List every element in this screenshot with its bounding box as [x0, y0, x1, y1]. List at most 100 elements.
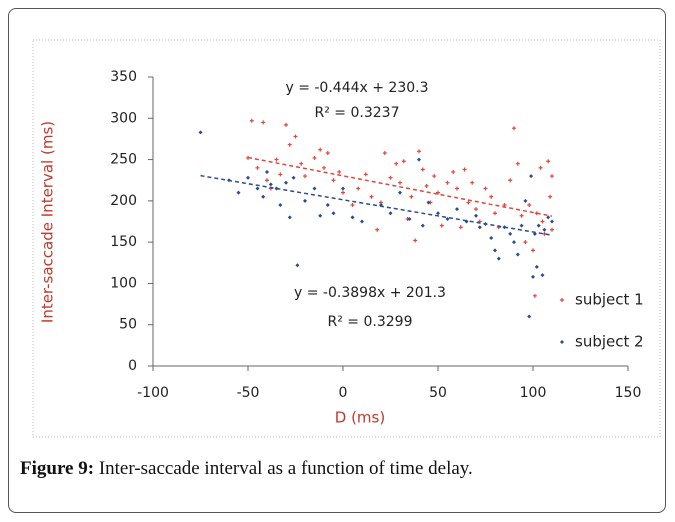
- point: [407, 217, 412, 222]
- caption-text: Inter-saccade interval as a function of …: [98, 458, 473, 479]
- point: [293, 134, 298, 139]
- point: [318, 213, 323, 218]
- point: [331, 178, 336, 183]
- y-tick-label: 300: [110, 110, 137, 126]
- point: [413, 238, 418, 243]
- point: [255, 165, 260, 170]
- point: [360, 219, 364, 224]
- point: [236, 190, 241, 195]
- y-tick-label: 200: [110, 193, 137, 209]
- y-tick-label: 350: [110, 69, 137, 85]
- point: [278, 172, 283, 177]
- point: [532, 293, 537, 298]
- point: [538, 165, 543, 170]
- point: [466, 200, 471, 205]
- point: [198, 130, 203, 135]
- x-tick-label: 150: [615, 385, 642, 401]
- point: [249, 118, 254, 123]
- legend-label: subject 2: [575, 333, 644, 351]
- point: [529, 174, 534, 179]
- point: [409, 194, 414, 199]
- point: [493, 211, 497, 216]
- point: [455, 207, 459, 212]
- point: [474, 207, 478, 212]
- legend-marker: [560, 298, 564, 302]
- point: [477, 225, 482, 230]
- point: [278, 202, 283, 207]
- point: [388, 211, 393, 216]
- point: [546, 215, 551, 220]
- point: [341, 190, 345, 195]
- point: [519, 223, 524, 228]
- point: [341, 186, 345, 191]
- trend-equation: y = -0.444x + 230.3: [285, 80, 428, 96]
- point: [474, 213, 478, 218]
- point: [369, 194, 374, 199]
- y-tick-label: 0: [128, 358, 137, 374]
- y-tick-label: 50: [119, 317, 137, 333]
- point: [445, 180, 450, 185]
- point: [350, 202, 355, 207]
- point: [515, 252, 520, 257]
- point: [299, 161, 304, 166]
- point: [455, 186, 459, 191]
- point: [274, 157, 279, 162]
- point: [325, 202, 330, 207]
- point: [445, 217, 450, 222]
- point: [303, 198, 307, 203]
- point: [508, 178, 513, 183]
- point: [398, 190, 402, 195]
- point: [540, 273, 545, 278]
- point: [542, 227, 547, 232]
- chart-border: [32, 39, 661, 438]
- point: [426, 200, 431, 205]
- legend-marker: [560, 340, 564, 344]
- point: [325, 150, 330, 155]
- r-squared: R² = 0.3299: [328, 314, 413, 330]
- point: [527, 202, 532, 207]
- caption-label: Figure 9:: [20, 458, 95, 479]
- point: [312, 186, 317, 191]
- point: [508, 231, 513, 236]
- point: [512, 240, 516, 245]
- x-tick-label: 0: [339, 385, 348, 401]
- point: [550, 219, 554, 224]
- point: [312, 155, 317, 160]
- point: [424, 183, 429, 188]
- point: [303, 174, 307, 179]
- point: [546, 159, 551, 164]
- point: [436, 190, 440, 195]
- r-squared: R² = 0.3237: [315, 105, 400, 121]
- point: [496, 256, 501, 261]
- point: [363, 172, 368, 177]
- trendline: [200, 174, 553, 236]
- point: [394, 161, 399, 166]
- point: [458, 225, 463, 230]
- point: [388, 175, 393, 180]
- y-tick-label: 100: [110, 275, 137, 291]
- trendline: [247, 156, 553, 217]
- point: [420, 223, 425, 228]
- point: [515, 161, 520, 166]
- point: [401, 159, 406, 164]
- point: [550, 227, 554, 232]
- point: [536, 223, 541, 228]
- trend-equation: y = -0.3898x + 201.3: [294, 285, 446, 301]
- point: [356, 186, 361, 191]
- x-axis-title: D (ms): [335, 409, 385, 427]
- point: [489, 194, 494, 199]
- point: [527, 314, 532, 319]
- point: [531, 248, 535, 253]
- point: [489, 236, 494, 241]
- point: [483, 186, 488, 191]
- point: [268, 182, 273, 187]
- point: [265, 178, 269, 183]
- point: [287, 142, 292, 147]
- point: [265, 169, 269, 174]
- x-tick-label: -50: [237, 385, 260, 401]
- x-tick-label: 50: [429, 385, 447, 401]
- point: [432, 174, 437, 179]
- point: [540, 219, 545, 224]
- point: [318, 147, 323, 152]
- y-axis-title: Inter-saccade Interval (ms): [39, 121, 57, 323]
